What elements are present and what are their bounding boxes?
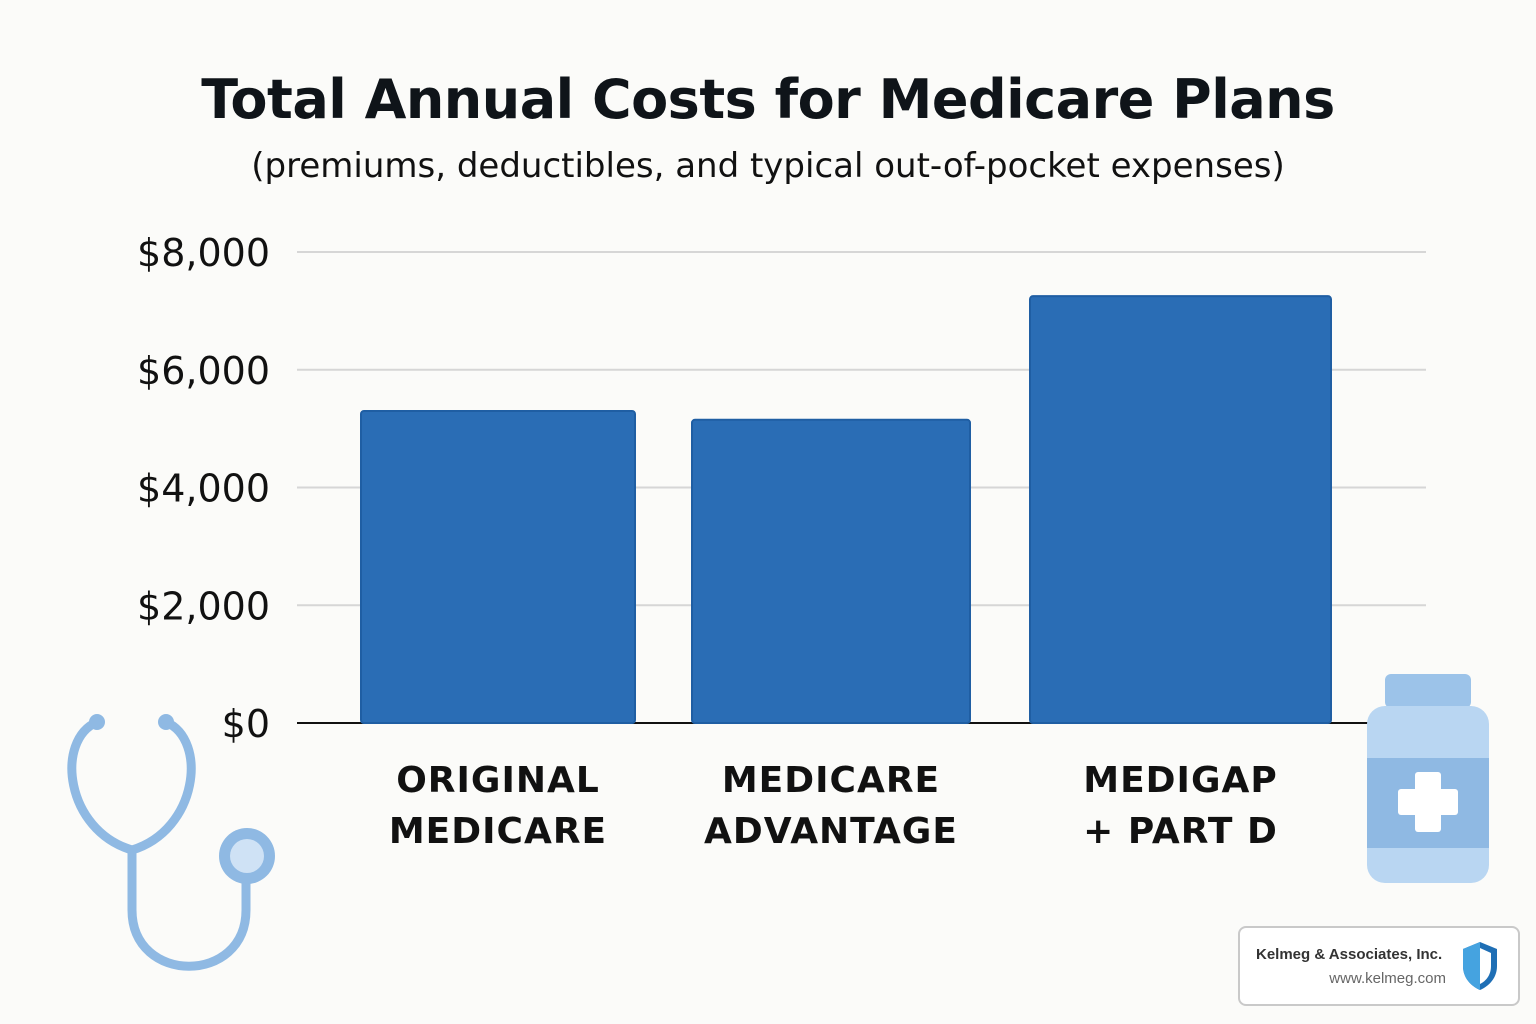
x-category-label: MEDIGAP + PART D xyxy=(1083,760,1278,852)
y-tick-label: $0 xyxy=(222,702,270,746)
bar xyxy=(1029,295,1332,724)
bar xyxy=(691,418,971,724)
y-tick-label: $2,000 xyxy=(137,584,270,628)
company-name: Kelmeg & Associates, Inc. xyxy=(1256,946,1443,963)
x-category-label: MEDICARE ADVANTAGE xyxy=(704,760,958,852)
company-logo-card: Kelmeg & Associates, Inc. www.kelmeg.com xyxy=(1238,926,1520,1006)
y-tick-label: $6,000 xyxy=(137,349,270,393)
bar xyxy=(360,409,636,724)
shield-icon xyxy=(1463,942,1497,990)
chart-title: Total Annual Costs for Medicare Plans xyxy=(201,68,1335,131)
medicine-bottle-icon xyxy=(1367,674,1489,883)
y-tick-label: $4,000 xyxy=(137,467,270,511)
company-url: www.kelmeg.com xyxy=(1329,970,1446,987)
y-tick-label: $8,000 xyxy=(137,231,270,275)
x-category-label: ORIGINAL MEDICARE xyxy=(389,760,607,852)
chart-subtitle: (premiums, deductibles, and typical out-… xyxy=(251,146,1285,186)
stethoscope-icon xyxy=(67,714,275,971)
